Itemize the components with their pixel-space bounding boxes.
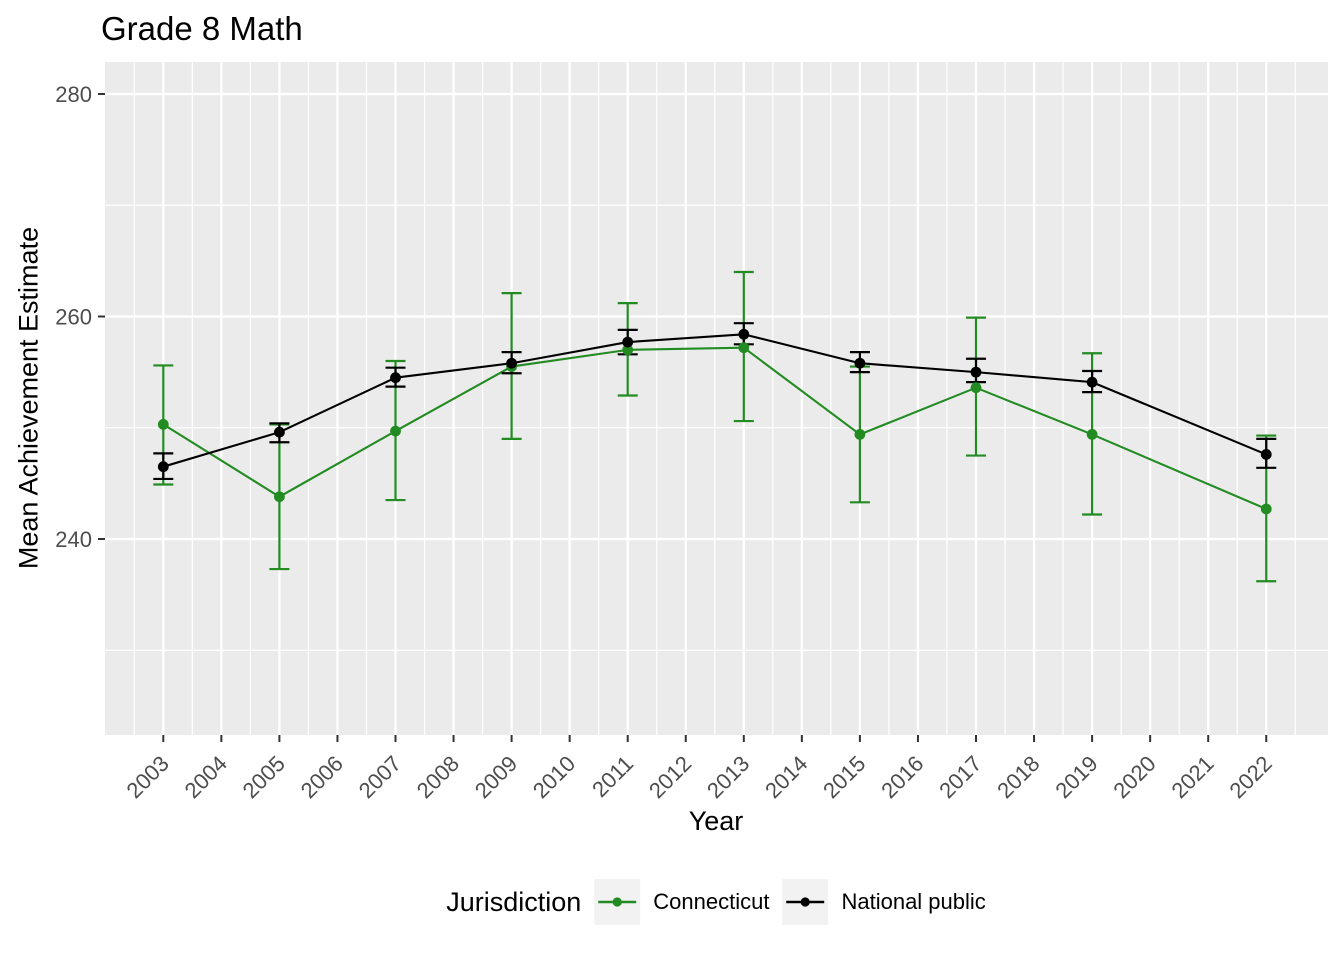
svg-text:240: 240: [55, 527, 92, 552]
svg-text:260: 260: [55, 305, 92, 330]
legend-label-connecticut: Connecticut: [653, 889, 770, 914]
svg-text:2013: 2013: [702, 751, 754, 803]
legend-entry-connecticut: Connecticut: [594, 879, 769, 925]
series-lines: [162, 333, 1267, 510]
legend-label-national: National public: [841, 889, 986, 914]
svg-text:2011: 2011: [587, 751, 638, 802]
svg-text:280: 280: [55, 82, 92, 107]
line-point-glyph-icon: [786, 897, 825, 907]
svg-text:2010: 2010: [528, 751, 580, 803]
svg-text:2020: 2020: [1108, 751, 1160, 803]
plot-title: Grade 8 Math: [101, 10, 303, 47]
svg-text:2017: 2017: [934, 751, 986, 803]
legend-title: Jurisdiction: [446, 886, 582, 917]
svg-text:2008: 2008: [412, 751, 464, 803]
legend-entry-national: National public: [782, 879, 986, 925]
svg-text:2009: 2009: [470, 751, 522, 803]
svg-text:2014: 2014: [760, 751, 812, 803]
legend-key-connecticut-icon: [594, 879, 641, 925]
series-points: [157, 328, 1272, 515]
gridlines-major: [105, 62, 1328, 735]
axis-tick-marks: [98, 93, 1268, 742]
legend: Jurisdiction Connecticut National public: [446, 879, 986, 925]
svg-text:2016: 2016: [876, 751, 928, 803]
line-point-glyph-icon: [598, 897, 637, 907]
svg-text:2007: 2007: [354, 751, 406, 803]
svg-text:2003: 2003: [122, 751, 174, 803]
svg-text:2021: 2021: [1166, 751, 1218, 803]
svg-text:2012: 2012: [644, 751, 696, 803]
svg-text:2005: 2005: [238, 751, 290, 803]
svg-text:2015: 2015: [818, 751, 870, 803]
svg-text:2004: 2004: [180, 751, 232, 803]
svg-text:2006: 2006: [296, 751, 348, 803]
plot-panel: [105, 62, 1328, 735]
svg-text:2019: 2019: [1050, 751, 1102, 803]
y-axis-title: Mean Achievement Estimate: [13, 226, 44, 570]
x-axis-title: Year: [688, 806, 744, 836]
svg-text:2018: 2018: [992, 751, 1044, 803]
svg-text:2022: 2022: [1224, 751, 1276, 803]
legend-key-national-icon: [782, 879, 829, 925]
